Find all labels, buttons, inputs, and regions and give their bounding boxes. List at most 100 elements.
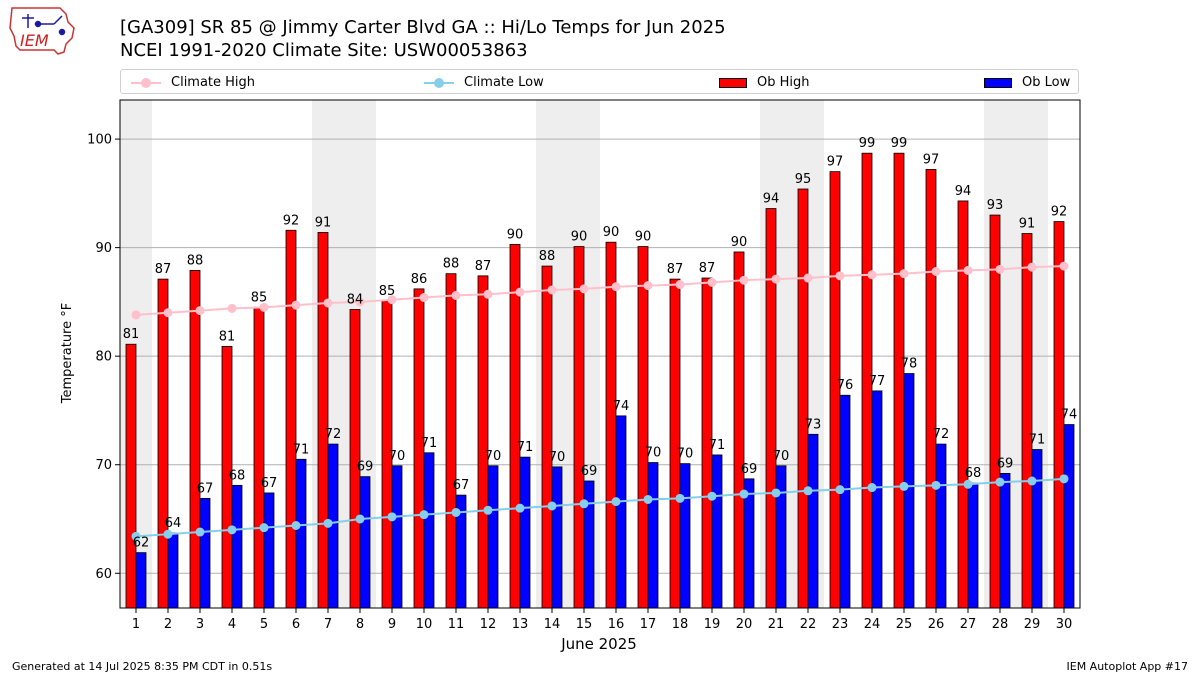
climate-low-point [931,480,941,490]
ob-low-bar [775,465,787,609]
climate-high-point [291,300,301,310]
climate-low-point [483,505,493,515]
legend-ob-high-label: Ob High [757,75,810,90]
climate-low-point [611,497,621,507]
climate-high-point [707,277,717,287]
x-tick-label: 1 [132,617,140,632]
climate-low-point [739,489,749,499]
climate-low-point [995,477,1005,487]
legend-climate-high-label: Climate High [171,75,256,90]
climate-low-point [195,527,205,537]
climate-lines [131,261,1069,541]
ob-low-bar [359,476,371,609]
ob-high-value-label: 90 [603,225,620,240]
x-tick-label: 26 [928,617,945,632]
climate-high-point [483,289,493,299]
x-tick-label: 5 [260,617,268,632]
ob-low-bar [391,465,403,609]
climate-high-point [387,295,397,305]
ob-high-bar [669,278,681,609]
climate-low-point [675,493,685,503]
x-tick-label: 12 [480,617,497,632]
ob-low-value-label: 67 [197,481,214,496]
ob-low-bar [263,492,275,609]
ob-low-value-label: 71 [517,440,534,455]
ob-high-bar [189,270,201,609]
ob-low-value-label: 69 [357,460,374,475]
ob-high-bar [125,343,137,609]
x-tick-label: 29 [1024,617,1041,632]
ob-high-value-label: 87 [155,262,172,277]
climate-high-point [579,284,589,294]
climate-high-point [451,290,461,300]
ob-low-value-label: 72 [325,427,342,442]
climate-high-point [163,308,173,318]
climate-high-point [611,282,621,292]
climate-high-point [867,270,877,280]
ob-low-bar [295,458,307,609]
climate-high-point [355,297,365,307]
x-axis-label: June 2025 [560,635,637,653]
x-tick-label: 25 [896,617,913,632]
climate-high-point [963,265,973,275]
legend-ob-high: Ob High [719,70,810,95]
ob-low-value-label: 71 [293,442,310,457]
x-tick-label: 27 [960,617,977,632]
x-tick-label: 7 [324,617,332,632]
climate-high-point [259,302,269,312]
ob-high-value-label: 93 [987,198,1004,213]
x-tick-label: 30 [1056,617,1073,632]
ob-low-value-label: 76 [837,378,854,393]
climate-high-point [1059,261,1069,271]
climate-high-point [419,293,429,303]
x-tick-label: 2 [164,617,172,632]
ob-high-value-label: 81 [219,329,236,344]
climate-low-point [131,531,141,541]
ob-low-value-label: 70 [485,449,502,464]
chart-legend: Climate High Climate Low Ob High Ob Low [120,69,1079,94]
ob-low-value-label: 78 [901,357,918,372]
ob-low-bar [999,473,1011,609]
ob-high-bar [253,306,265,609]
climate-high-point [995,264,1005,274]
x-tick-label: 21 [768,617,785,632]
y-tick-label: 90 [95,241,112,256]
legend-climate-low: Climate Low [424,70,544,95]
ob-high-bar [989,214,1001,609]
plot-frame [119,99,1081,609]
x-tick-label: 10 [416,617,433,632]
climate-low-point [579,499,589,509]
ob-low-bar [423,452,435,609]
x-tick-label: 9 [388,617,396,632]
ob-low-bar [135,552,147,609]
ob-high-value-label: 90 [571,230,588,245]
bars [125,152,1075,609]
climate-high-point [771,274,781,284]
ob-low-bar [1063,424,1075,609]
ob-high-bar [317,232,329,609]
ob-low-bar [231,484,243,609]
ob-high-value-label: 95 [795,172,812,187]
climate-high-point [195,306,205,316]
ob-low-value-label: 70 [389,449,406,464]
x-tick-label: 3 [196,617,204,632]
ob-high-bar [893,152,905,609]
x-tick-label: 15 [576,617,593,632]
ob-high-bar [1021,233,1033,609]
app-label: IEM Autoplot App #17 [1066,660,1189,673]
ob-high-value-label: 99 [859,136,876,151]
y-tick-label: 70 [95,458,112,473]
climate-low-line [135,477,1065,538]
ob-high-value-label: 88 [539,249,556,264]
logo-text: IEM [20,31,49,50]
ob-high-value-label: 86 [411,272,428,287]
ob-low-bar [199,497,211,609]
climate-low-point [1027,476,1037,486]
ob-low-value-label: 67 [261,476,278,491]
chart-title: [GA309] SR 85 @ Jimmy Carter Blvd GA :: … [120,17,726,38]
ob-high-bar [573,246,585,609]
x-tick-label: 4 [228,617,236,632]
climate-high-point [515,287,525,297]
ob-high-bar [605,241,617,609]
